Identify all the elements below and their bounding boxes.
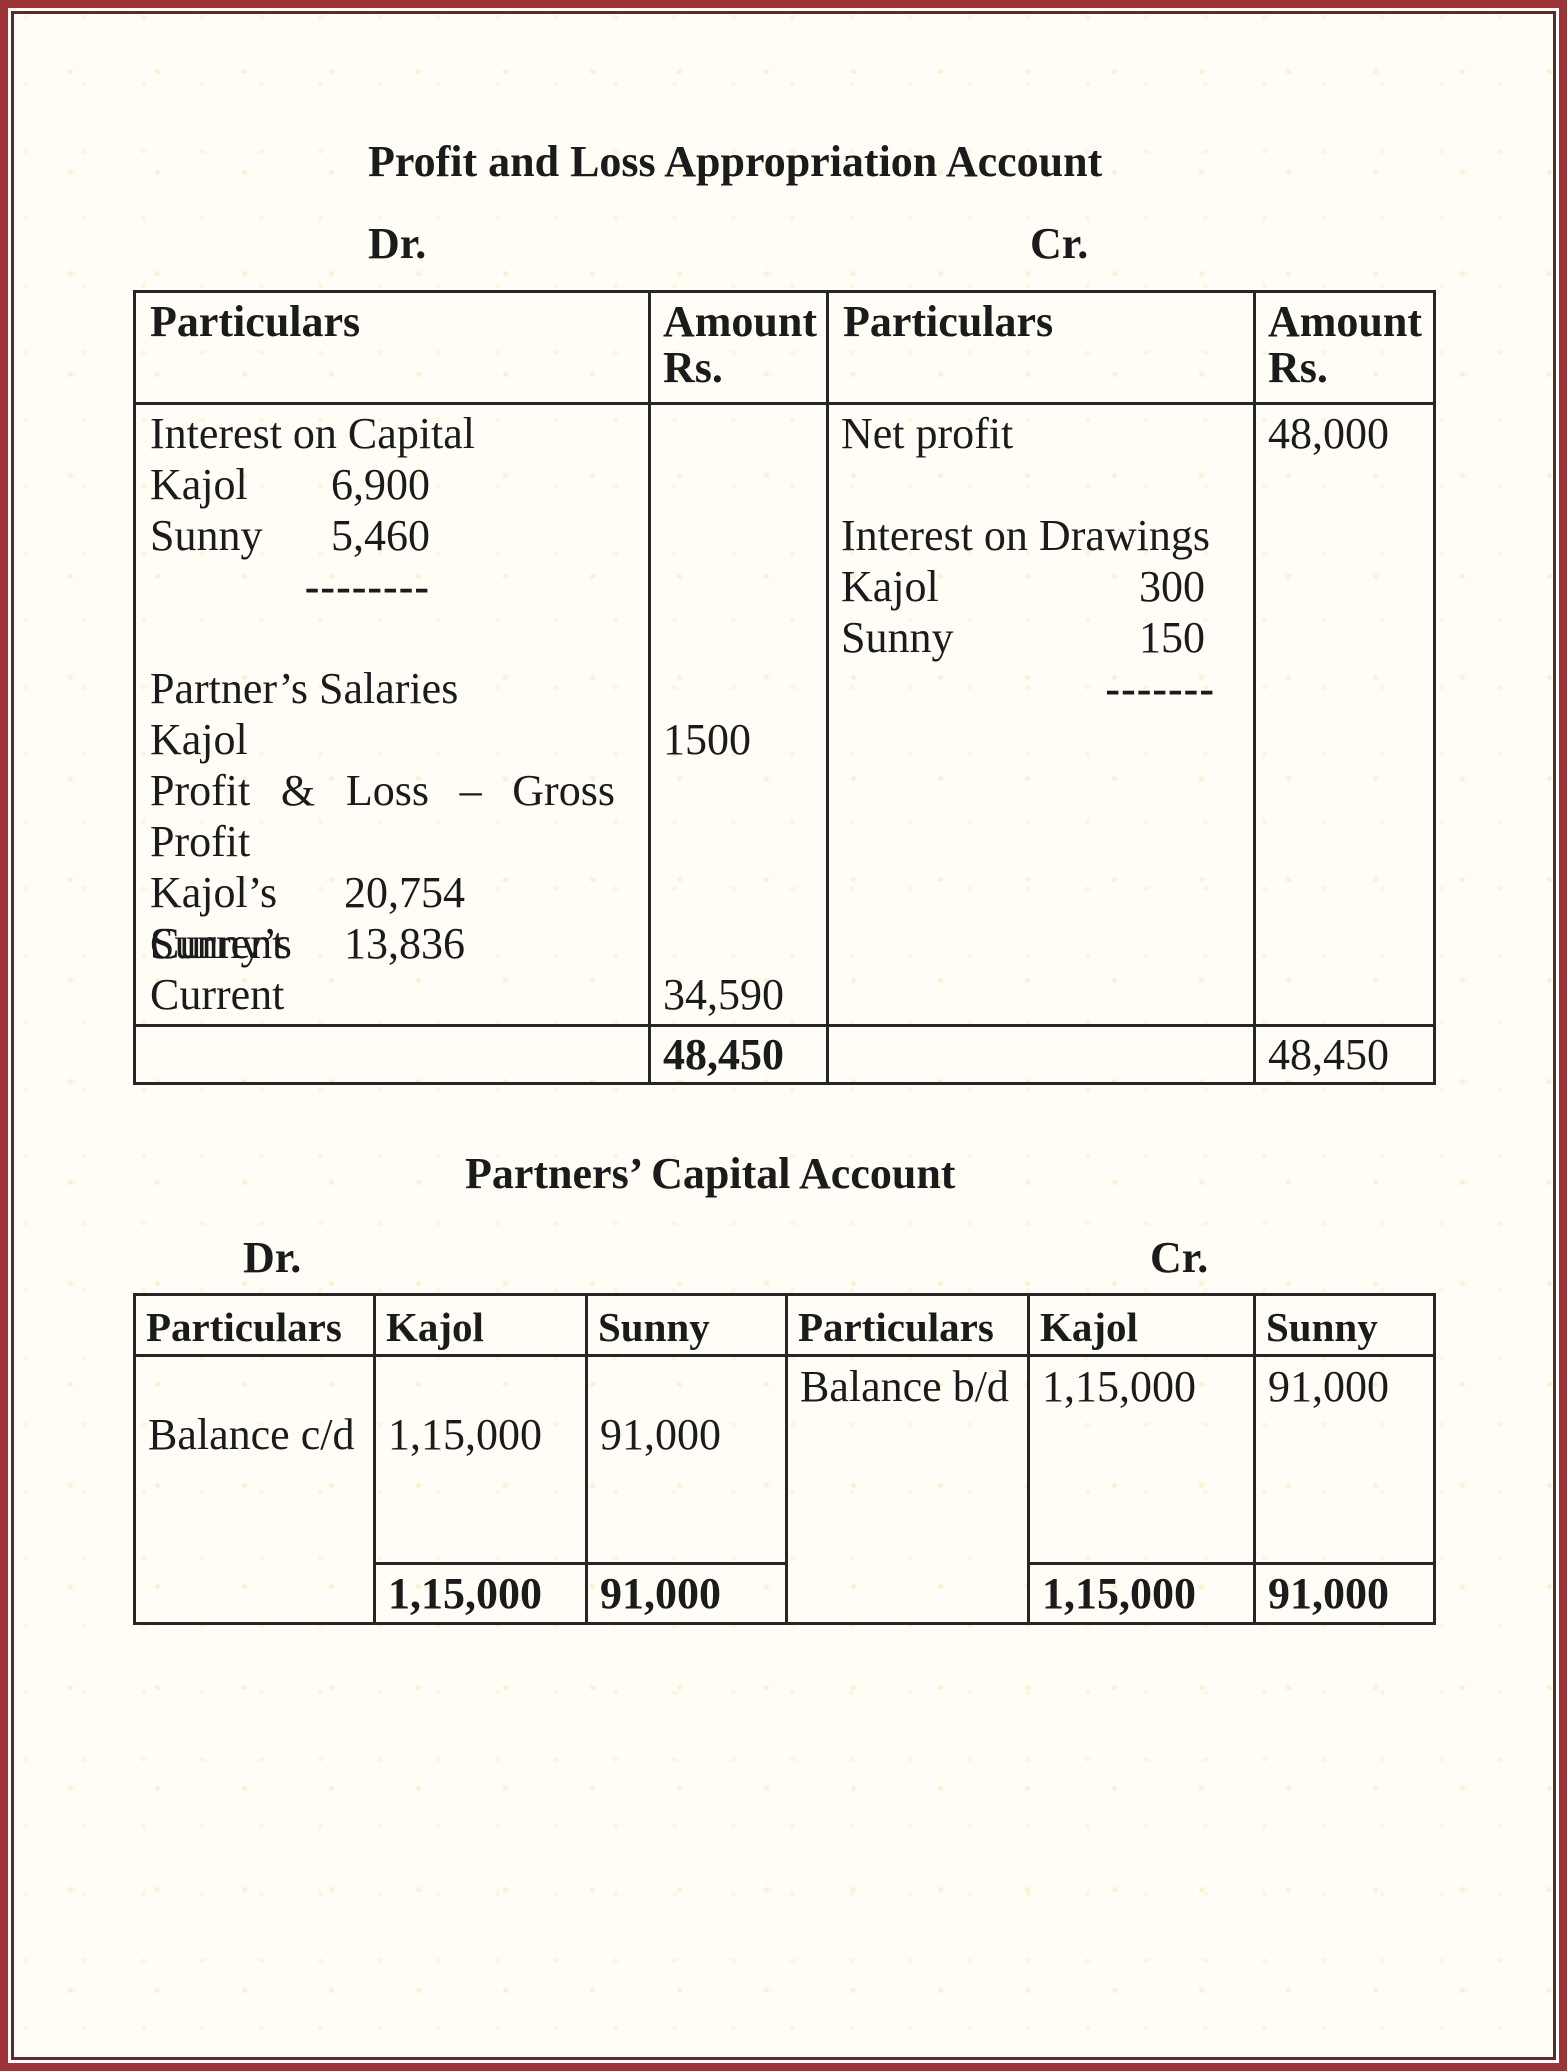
pl-header-amount-debit: Amount Rs. [648, 290, 829, 405]
pl-total-debit-particulars-cell [133, 1024, 651, 1085]
capital-header-kajol-credit: Kajol [1027, 1293, 1256, 1357]
capital-credit-particulars-cell: Balance b/d [785, 1354, 1030, 1625]
word: Gross [512, 766, 615, 815]
row-value: 20,754 [344, 868, 465, 917]
pl-header-particulars-debit: Particulars [133, 290, 651, 405]
capital-debit-kajol-value: 1,15,000 [373, 1354, 588, 1565]
capital-header-sunny-debit: Sunny [585, 1293, 788, 1357]
pl-credit-particulars-cell: Net profit Interest on Drawings Kajol 30… [826, 402, 1256, 1027]
pl-total-credit-amount: 48,450 [1253, 1024, 1436, 1085]
credit-amount-net-profit: 48,000 [1268, 409, 1389, 458]
debit-line-kajol-interest: Kajol 6,900 [150, 459, 647, 510]
header-label: Particulars [150, 297, 361, 346]
row-label: Sunny’s Current [150, 919, 292, 1019]
debit-line-partners-salaries: Partner’s Salaries [150, 664, 459, 713]
row-value: 13,836 [344, 919, 465, 968]
debit-line-salary-kajol: Kajol [150, 715, 248, 764]
debit-line-kajol-current: Kajol’s Current 20,754 [150, 867, 647, 968]
debit-line-profit: Profit [150, 817, 251, 866]
debit-line-profit-loss-gross: Profit & Loss – Gross [150, 765, 647, 816]
pl-account-table: Particulars Amount Rs. Particulars Amoun… [133, 290, 1436, 1085]
pl-credit-amount-cell: 48,000 [1253, 402, 1436, 1027]
debit-line-sunny-interest: Sunny 5,460 [150, 510, 647, 561]
pl-total-credit-particulars-cell [826, 1024, 1256, 1085]
row-label: Kajol [841, 562, 939, 611]
word: Profit [150, 766, 251, 815]
ampersand: & [280, 766, 316, 815]
row-label: Sunny [150, 511, 263, 560]
capital-header-sunny-credit: Sunny [1253, 1293, 1436, 1357]
capital-credit-sunny-value: 91,000 [1253, 1354, 1436, 1565]
credit-separator-dashes: ------- [1105, 664, 1215, 713]
capital-header-particulars-debit: Particulars [133, 1293, 376, 1357]
pl-cr-label: Cr. [1030, 219, 1089, 268]
header-label: Amount [1268, 297, 1423, 346]
capital-cr-label: Cr. [1150, 1233, 1209, 1282]
capital-header-kajol-debit: Kajol [373, 1293, 588, 1357]
header-label: Amount [663, 297, 818, 346]
capital-total-row: 1,15,000 91,000 1,15,000 91,000 [135, 1562, 1436, 1625]
capital-header-row: Particulars Kajol Sunny Particulars Kajo… [133, 1293, 1436, 1357]
capital-total-debit-kajol: 1,15,000 [373, 1562, 588, 1625]
pl-total-debit-amount: 48,450 [648, 1024, 829, 1085]
capital-account-table: Particulars Kajol Sunny Particulars Kajo… [133, 1293, 1436, 1625]
credit-line-net-profit: Net profit [841, 409, 1014, 458]
pl-debit-particulars-cell: Interest on Capital Kajol 6,900 Sunny 5,… [133, 402, 651, 1027]
capital-credit-kajol-value: 1,15,000 [1027, 1354, 1256, 1565]
blank-line [841, 459, 1252, 510]
row-label: Kajol’s Current [150, 868, 285, 968]
pl-header-row: Particulars Amount Rs. Particulars Amoun… [133, 290, 1436, 405]
debit-amount-salary: 1500 [663, 715, 751, 764]
credit-line-interest-on-drawings: Interest on Drawings [841, 511, 1211, 560]
capital-account-title: Partners’ Capital Account [465, 1149, 956, 1198]
dash: – [459, 766, 482, 815]
debit-line-interest-on-capital: Interest on Capital [150, 409, 476, 458]
debit-line-sunny-current: Sunny’s Current 13,836 [150, 918, 647, 1019]
header-label: Rs. [663, 343, 723, 392]
capital-total-credit-kajol: 1,15,000 [1027, 1562, 1256, 1625]
credit-line-kajol-drawings: Kajol 300 [841, 561, 1252, 612]
pl-header-amount-credit: Amount Rs. [1253, 290, 1436, 405]
row-value: 300 [1139, 562, 1205, 611]
row-value: 150 [1139, 613, 1205, 662]
pl-account-title: Profit and Loss Appropriation Account [368, 137, 1103, 186]
capital-dr-label: Dr. [243, 1233, 302, 1282]
row-value: 6,900 [331, 460, 430, 509]
pl-debit-amount-cell: 1500 34,590 [648, 402, 829, 1027]
capital-total-credit-sunny: 91,000 [1253, 1562, 1436, 1625]
pl-total-row: 48,450 48,450 [133, 1024, 1436, 1085]
blank-line [150, 612, 647, 663]
credit-line-sunny-drawings: Sunny 150 [841, 612, 1252, 663]
header-label: Particulars [843, 297, 1054, 346]
row-value: 5,460 [331, 511, 430, 560]
debit-amount-subtotal: 34,590 [663, 970, 784, 1019]
capital-header-particulars-credit: Particulars [785, 1293, 1030, 1357]
pl-header-particulars-credit: Particulars [826, 290, 1256, 405]
word: Loss [345, 766, 429, 815]
debit-separator-dashes: -------- [304, 562, 430, 611]
capital-total-debit-sunny: 91,000 [585, 1562, 788, 1625]
capital-debit-particulars-cell: Balance c/d [133, 1354, 376, 1625]
pl-body-row: Interest on Capital Kajol 6,900 Sunny 5,… [133, 402, 1436, 1027]
pl-dr-label: Dr. [368, 219, 427, 268]
capital-body-row: Balance c/d 1,15,000 91,000 Balance b/d … [133, 1354, 1436, 1625]
row-label: Sunny [841, 613, 954, 662]
row-label: Kajol [150, 460, 248, 509]
capital-debit-sunny-value: 91,000 [585, 1354, 788, 1565]
header-label: Rs. [1268, 343, 1328, 392]
